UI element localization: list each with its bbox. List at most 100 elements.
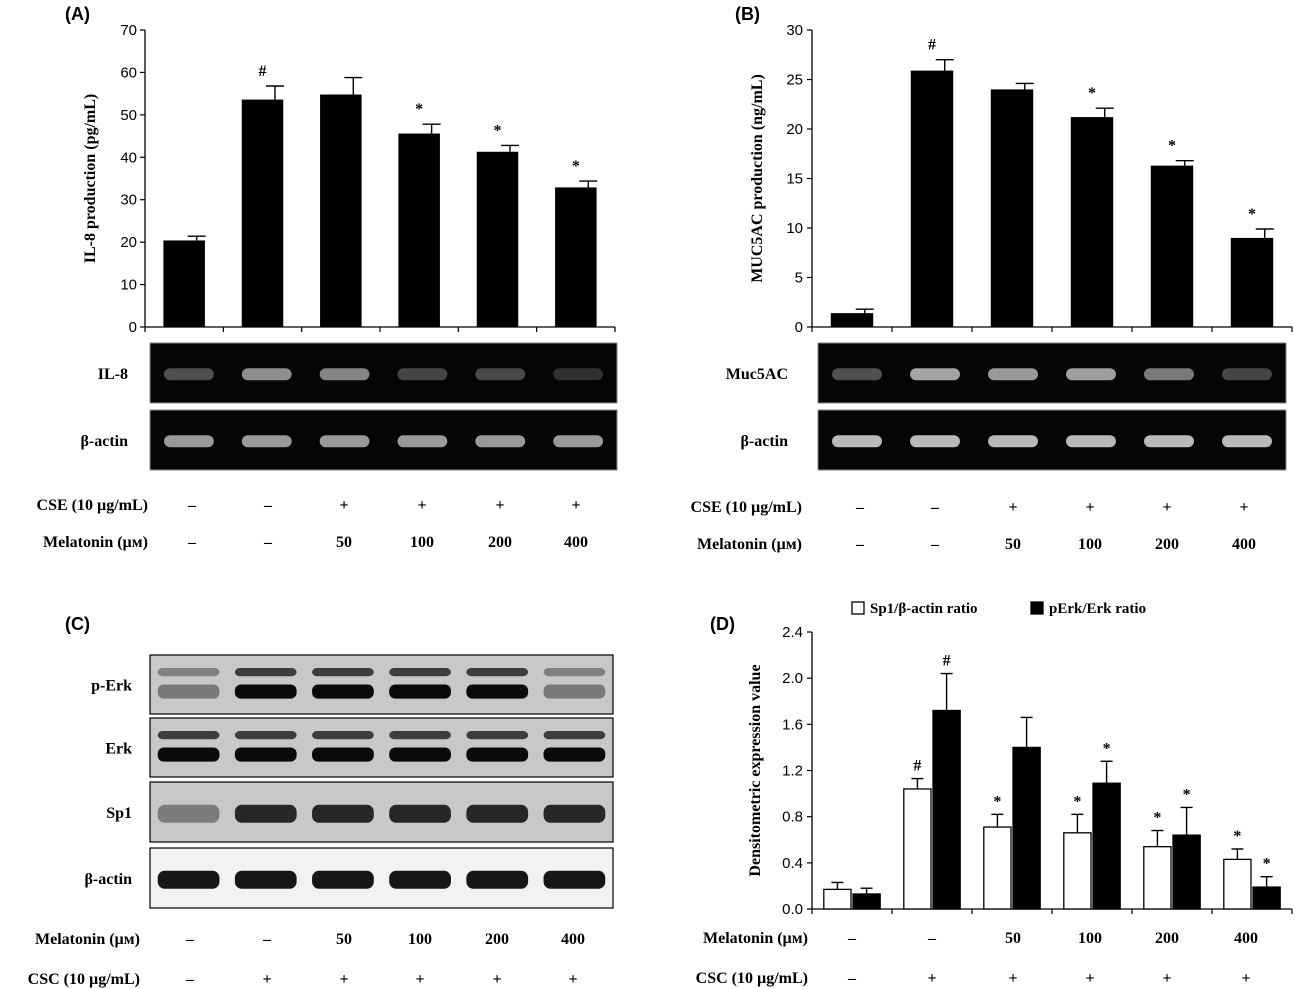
d-condition-value: + bbox=[1241, 970, 1250, 987]
a-y-tick-label: 10 bbox=[120, 277, 137, 294]
c-condition-value: 200 bbox=[485, 931, 509, 948]
d-bar-perk bbox=[1252, 886, 1281, 910]
b-gel-band bbox=[1066, 435, 1116, 448]
a-bar bbox=[241, 99, 284, 327]
d-bar-sp1 bbox=[1223, 858, 1252, 910]
c-blot-band bbox=[543, 870, 606, 889]
c-condition-value: 50 bbox=[336, 931, 352, 948]
a-gel-label: IL-8 bbox=[98, 366, 128, 383]
b-gel-band bbox=[1066, 368, 1116, 381]
d-condition-label: Melatonin (µм) bbox=[703, 930, 808, 947]
c-blot-label: p-Erk bbox=[91, 678, 132, 695]
c-blot-band bbox=[389, 667, 451, 677]
d-condition-value: + bbox=[1162, 970, 1171, 987]
b-condition-label: CSE (10 µg/mL) bbox=[691, 499, 802, 516]
d-condition-value: – bbox=[847, 970, 857, 987]
a-bar bbox=[163, 240, 205, 327]
c-panel-letter: (C) bbox=[65, 614, 90, 634]
a-bar bbox=[320, 94, 362, 328]
c-condition-value: + bbox=[339, 971, 348, 988]
c-blot-label: Erk bbox=[105, 741, 132, 758]
d-bar-sp1 bbox=[1063, 832, 1092, 910]
b-condition-value: + bbox=[1085, 499, 1094, 516]
c-blot-band bbox=[234, 667, 297, 677]
c-blot-band bbox=[466, 730, 529, 740]
d-significance-marker: * bbox=[1183, 786, 1191, 803]
d-condition-value: + bbox=[1085, 970, 1094, 987]
a-y-tick-label: 0 bbox=[129, 319, 137, 336]
c-blot-band bbox=[157, 684, 220, 699]
c-condition-value: + bbox=[262, 971, 271, 988]
d-bar-sp1 bbox=[903, 788, 932, 910]
d-bar-perk bbox=[1172, 834, 1201, 910]
d-bar-perk bbox=[1012, 746, 1041, 910]
a-y-tick-label: 20 bbox=[120, 234, 137, 251]
d-legend-label: pErk/Erk ratio bbox=[1049, 601, 1146, 617]
c-blot-band bbox=[466, 667, 529, 677]
a-gel-band bbox=[475, 435, 526, 448]
c-blot-band bbox=[157, 730, 220, 740]
d-significance-marker: * bbox=[1233, 828, 1241, 845]
d-y-tick-label: 2.4 bbox=[782, 624, 803, 641]
d-y-axis-label: Densitometric expression value bbox=[747, 664, 764, 876]
c-blot-band bbox=[234, 804, 297, 823]
d-bar-perk bbox=[932, 709, 961, 910]
c-blot-band bbox=[312, 870, 374, 889]
b-condition-value: 50 bbox=[1005, 536, 1021, 553]
a-significance-marker: * bbox=[415, 101, 423, 118]
c-condition-value: 100 bbox=[408, 931, 432, 948]
a-gel-strip bbox=[149, 409, 618, 471]
b-gel-band bbox=[910, 435, 960, 448]
c-blot-label: β-actin bbox=[84, 871, 132, 888]
a-bar bbox=[555, 187, 597, 327]
b-condition-value: – bbox=[855, 499, 865, 516]
a-significance-marker: * bbox=[572, 158, 580, 175]
c-blot-band bbox=[234, 730, 297, 740]
d-legend-swatch bbox=[851, 601, 865, 615]
a-condition-value: + bbox=[339, 497, 348, 514]
b-bar bbox=[830, 313, 874, 327]
c-blot-band bbox=[312, 730, 374, 740]
a-y-tick-label: 50 bbox=[120, 107, 137, 124]
c-blot-band bbox=[234, 747, 297, 762]
d-bar-sp1 bbox=[983, 826, 1012, 910]
d-y-tick-label: 2.0 bbox=[782, 670, 803, 687]
a-gel-band bbox=[241, 435, 292, 448]
c-blot-band bbox=[466, 684, 529, 699]
d-significance-marker: * bbox=[1073, 793, 1081, 810]
c-blot-band bbox=[543, 684, 606, 699]
d-significance-marker: * bbox=[1263, 856, 1271, 873]
d-significance-marker: * bbox=[1153, 810, 1161, 827]
d-panel-letter: (D) bbox=[710, 614, 735, 634]
a-gel-band bbox=[164, 435, 214, 448]
a-condition-value: + bbox=[417, 497, 426, 514]
d-bar-perk bbox=[852, 893, 881, 910]
d-bar-perk bbox=[1092, 782, 1121, 910]
b-gel-band bbox=[1222, 368, 1272, 381]
c-blot-strip bbox=[149, 781, 614, 843]
c-condition-value: – bbox=[185, 971, 195, 988]
c-blot-band bbox=[312, 804, 374, 823]
c-blot-band bbox=[543, 747, 606, 762]
b-bar bbox=[1150, 165, 1194, 327]
b-panel-letter: (B) bbox=[735, 4, 760, 24]
b-gel-band bbox=[910, 368, 960, 381]
c-blot-band bbox=[157, 804, 220, 823]
a-y-tick-label: 40 bbox=[120, 149, 137, 166]
c-condition-value: + bbox=[492, 971, 501, 988]
d-y-tick-label: 1.6 bbox=[782, 716, 803, 733]
b-gel-band bbox=[988, 368, 1038, 381]
b-gel-band bbox=[832, 368, 882, 381]
a-significance-marker: * bbox=[494, 122, 502, 139]
a-gel-band bbox=[553, 435, 603, 448]
c-condition-value: + bbox=[568, 971, 577, 988]
b-gel-band bbox=[1144, 368, 1194, 381]
b-y-tick-label: 25 bbox=[786, 72, 803, 89]
c-condition-value: 400 bbox=[561, 931, 585, 948]
d-condition-label: CSC (10 µg/mL) bbox=[696, 970, 808, 987]
a-y-tick-label: 30 bbox=[120, 192, 137, 209]
c-blot-band bbox=[389, 747, 451, 762]
d-condition-value: + bbox=[1008, 970, 1017, 987]
a-gel-band bbox=[475, 368, 526, 381]
b-condition-value: – bbox=[855, 536, 865, 553]
